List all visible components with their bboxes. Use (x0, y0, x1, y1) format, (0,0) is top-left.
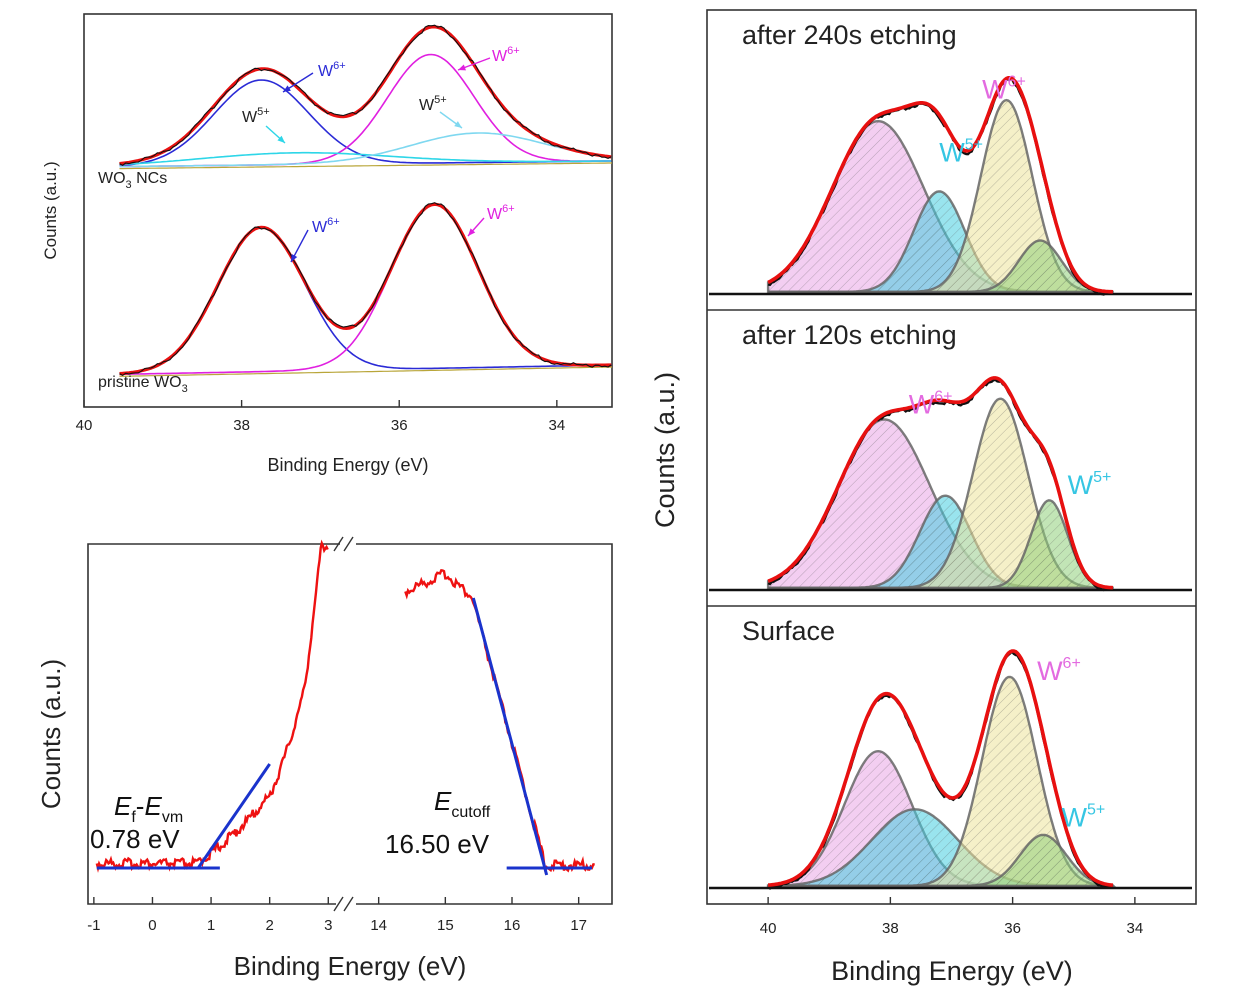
spectrum-panel: Surface W6+ W5+ (709, 616, 1192, 890)
spectrum-panel: pristine WO3 (98, 202, 613, 395)
oxidation-state-label: W5+ (1068, 469, 1112, 500)
x-axis-title: Binding Energy (eV) (831, 956, 1073, 986)
cutoff-data (404, 568, 595, 874)
background-line (119, 366, 613, 377)
measured-data (119, 202, 612, 377)
chart-bottom-left: -1 0 1 2 3 14 15 16 17 Binding Energy (eV) Counts … (36, 536, 613, 981)
x-tick-label: 36 (1004, 920, 1021, 937)
oxidation-state-label: W6+ (312, 216, 340, 236)
x-tick-label: 2 (266, 917, 274, 934)
spectrum-panel: WO3 NCs (98, 24, 612, 191)
oxidation-state-label: W6+ (1037, 655, 1081, 686)
component-peak (119, 53, 612, 168)
oxidation-state-label: W5+ (242, 106, 270, 126)
x-tick-label: 14 (370, 917, 387, 934)
component-peak (119, 151, 612, 166)
arrow-head (291, 254, 298, 262)
valence-edge-value: 0.78 eV (90, 824, 180, 854)
spectrum-panel: after 240s etching W6+ W5+ (709, 20, 1192, 296)
x-tick-label: 40 (76, 417, 93, 434)
component-outline (768, 499, 1114, 590)
oxidation-state-label: W6+ (318, 60, 346, 80)
cutoff-edge-fit (471, 597, 549, 876)
chart-top-left: 40 38 36 34 Binding Energy (eV) Counts (a.u.)… (41, 13, 613, 475)
axis-break-mark (343, 536, 354, 552)
x-tick-label: 34 (1127, 920, 1144, 937)
panel-label: Surface (742, 616, 835, 646)
oxidation-state-label: W6+ (487, 203, 515, 223)
x-tick-label: 36 (391, 417, 408, 434)
oxidation-state-label: W5+ (1062, 801, 1106, 832)
cutoff-edge-label: Ecutoff (434, 786, 491, 821)
x-axis-title: Binding Energy (eV) (234, 951, 467, 981)
y-axis-title: Counts (a.u.) (36, 659, 66, 809)
component-peak (119, 226, 612, 375)
y-axis-title: Counts (a.u.) (41, 161, 60, 259)
x-axis-title: Binding Energy (eV) (267, 455, 428, 475)
x-tick-label: 1 (207, 917, 215, 934)
oxidation-state-label: W6+ (909, 388, 953, 419)
x-tick-label: 0 (148, 917, 156, 934)
component-peak (119, 132, 612, 168)
fit-envelope (119, 25, 612, 166)
component-outline (768, 239, 1114, 294)
x-tick-label: 15 (437, 917, 454, 934)
arrow-head (277, 135, 285, 143)
x-tick-label: 38 (882, 920, 899, 937)
plot-frame-right (356, 543, 613, 905)
x-tick-label: -1 (87, 917, 100, 934)
plot-frame (706, 9, 1197, 905)
x-tick-label: 34 (548, 417, 565, 434)
axis-break-mark (343, 896, 354, 912)
oxidation-state-label: W6+ (982, 73, 1026, 104)
component-peak (119, 203, 612, 376)
arrow-head (458, 64, 466, 71)
component-outline (768, 833, 1117, 888)
cutoff-edge-value: 16.50 eV (385, 829, 490, 859)
x-tick-label: 3 (324, 917, 332, 934)
x-tick-label: 17 (570, 917, 587, 934)
fit-envelope (768, 649, 1114, 887)
oxidation-state-label: W6+ (492, 45, 520, 65)
chart-right: 40 38 36 34 Binding Energy (eV) Counts (a.u.)… (650, 9, 1197, 986)
valence-edge-label: Ef-Evm (114, 791, 183, 826)
x-tick-label: 38 (233, 417, 250, 434)
background-line (119, 162, 612, 170)
plot-frame-left (87, 543, 340, 905)
panel-label: WO3 NCs (98, 170, 167, 191)
valence-edge-fit (196, 763, 271, 869)
arrow-head (283, 85, 291, 92)
x-tick-label: 40 (760, 920, 777, 937)
arrow-head (468, 228, 476, 236)
fit-envelope (767, 76, 1113, 294)
panel-label: after 240s etching (742, 20, 957, 50)
panel-label: pristine WO3 (98, 374, 188, 395)
measured-data (119, 24, 612, 166)
spectrum-panel: after 120s etching W6+ W5+ (709, 320, 1192, 592)
fit-envelope (119, 202, 612, 376)
x-tick-label: 16 (504, 917, 521, 934)
arrow-head (454, 121, 462, 128)
component-peak (119, 79, 612, 167)
panel-label: after 120s etching (742, 320, 957, 350)
axis-break-mark (333, 536, 344, 552)
oxidation-state-label: W5+ (939, 137, 983, 168)
axis-break-mark (333, 896, 344, 912)
plot-frame (83, 13, 613, 408)
oxidation-state-label: W5+ (419, 94, 447, 114)
fit-envelope (767, 376, 1113, 590)
y-axis-title: Counts (a.u.) (650, 372, 680, 528)
